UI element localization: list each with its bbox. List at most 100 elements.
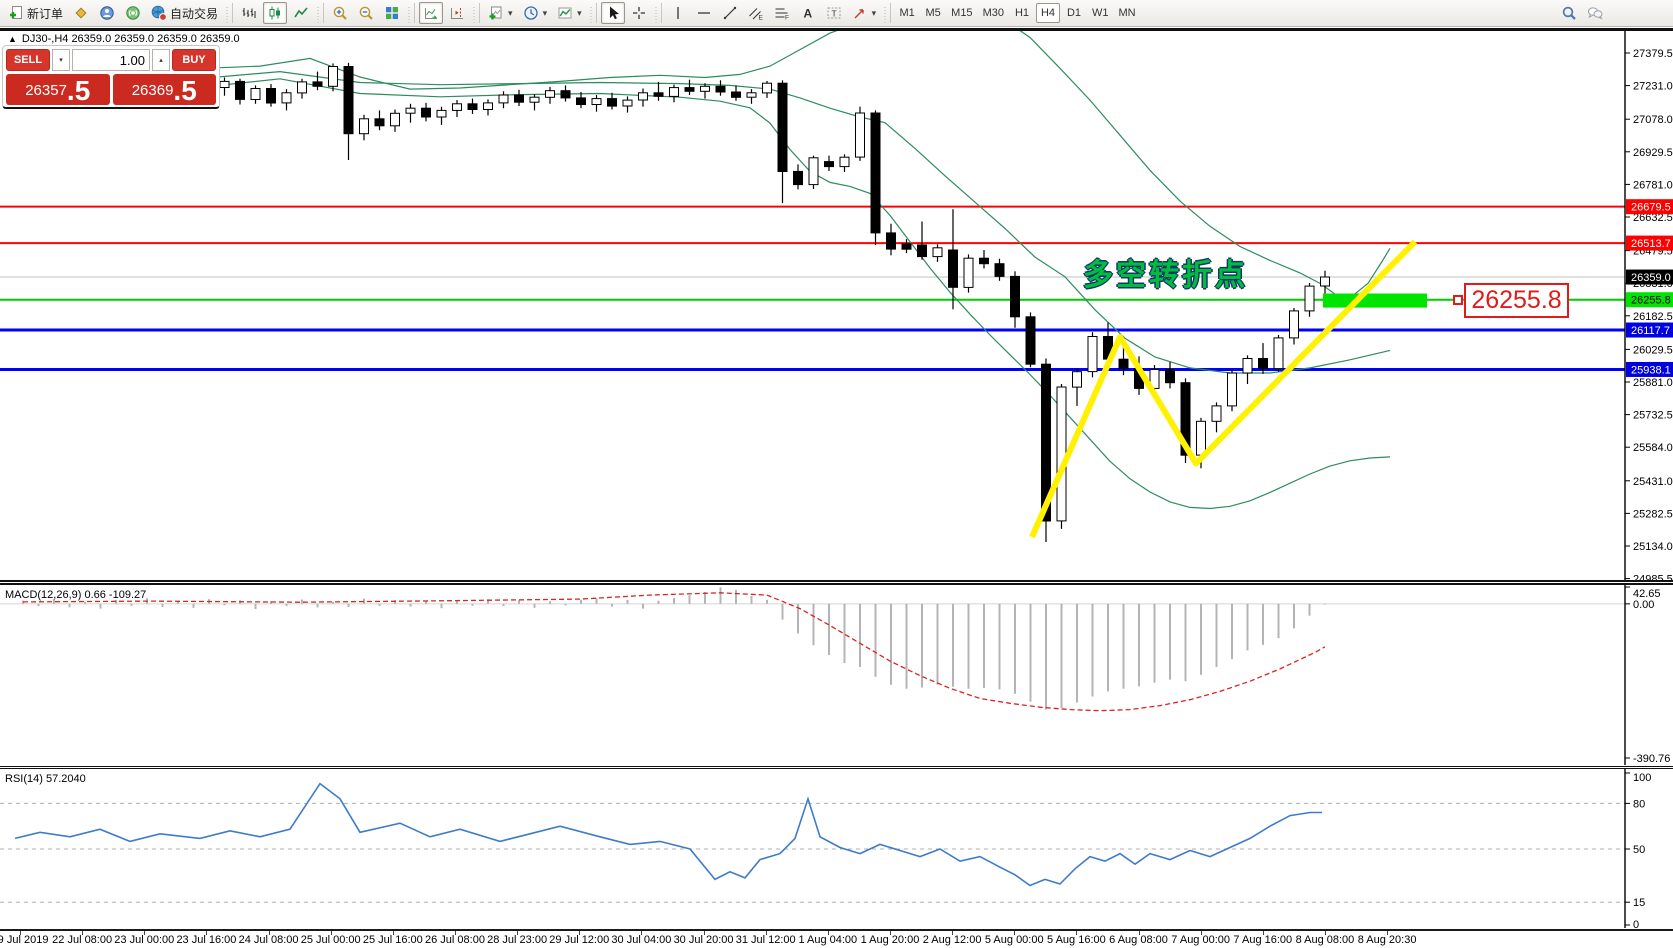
equidistant-channel-button[interactable]: E [744,2,768,24]
time-tick-label: 8 Aug 20:30 [1357,934,1417,946]
panel-divider[interactable] [0,765,1673,767]
vertical-line-button[interactable] [666,2,690,24]
toolbar-separator [316,3,325,23]
callout-anchor-handle[interactable] [1453,295,1463,305]
toolbar-separator [883,3,892,23]
sell-price-frac: .5 [66,75,91,106]
text-label-button[interactable]: T [822,2,846,24]
time-tick [1076,931,1078,935]
auto-trading-icon [151,5,167,21]
tile-windows-icon [386,7,399,19]
timeframe-m15-button[interactable]: M15 [947,3,976,23]
auto-trading-label: 自动交易 [170,6,219,21]
macd-axis-label: 42.65 [1633,588,1661,600]
panel-divider[interactable] [0,580,1673,582]
buy-price[interactable]: 26369.5 [112,74,216,106]
highlight-rectangle[interactable] [1323,293,1427,308]
search-button[interactable] [1557,2,1581,24]
time-tick-label: 30 Jul 04:00 [611,934,672,946]
collapse-panel-icon[interactable]: ▲ [8,34,17,44]
main-chart[interactable]: 27379.5 27231.0 27078.0 26929.5 26781.0 26632… [0,31,1673,580]
volume-increase-button[interactable]: ▴ [152,49,170,71]
price-badge-label: 26679.5 [1631,202,1671,214]
auto-scroll-button[interactable] [419,2,444,24]
chart-shift-button[interactable] [445,2,469,24]
arrows-button[interactable]: ▾ [848,2,881,24]
line-chart-button[interactable] [289,2,313,24]
sound-alert-button[interactable] [121,2,145,24]
new-chart-button[interactable]: ▾ [484,2,517,24]
horizontal-line-button[interactable] [692,2,716,24]
zoom-out-button[interactable] [354,2,378,24]
new-order-label: 新订单 [27,6,64,21]
dropdown-arrow-icon: ▾ [508,7,513,18]
time-tick [889,931,891,935]
time-tick [454,931,456,935]
buy-button[interactable]: BUY [172,49,216,71]
timeframe-m1-button[interactable]: M1 [895,3,919,23]
volume-input[interactable] [72,49,150,71]
svg-text:E: E [758,15,763,22]
time-tick [1200,931,1202,935]
zoom-in-button[interactable] [328,2,352,24]
panel-divider[interactable] [0,583,1673,585]
price-callout-box[interactable]: 26255.8 [1464,283,1569,318]
auto-trading-button[interactable]: 自动交易 [147,2,222,24]
time-tick-label: 22 Jul 08:00 [52,934,113,946]
dropdown-arrow-icon: ▾ [577,7,582,18]
sell-button[interactable]: SELL [6,49,50,71]
time-tick [517,931,519,935]
macd-indicator-label: MACD(12,26,9) 0.66 -109.27 [5,589,146,601]
chart-object-button[interactable] [69,2,93,24]
crosshair-button[interactable] [627,2,651,24]
timeframe-h1-button[interactable]: H1 [1010,3,1034,23]
panel-divider[interactable] [0,768,1673,770]
bollinger-lower-band [204,78,1391,510]
time-tick-label: 23 Jul 16:00 [176,934,237,946]
market-watch-button[interactable] [95,2,119,24]
price-badge-label: 26117.7 [1631,325,1670,337]
new-order-button[interactable]: 新订单 [4,2,67,24]
zigzag-trendline[interactable] [1029,239,1418,539]
cursor-button[interactable] [600,2,625,24]
candles-series[interactable] [204,54,1330,542]
timeframe-h4-button[interactable]: H4 [1035,3,1060,23]
time-tick [268,931,270,935]
timeframe-d1-button[interactable]: D1 [1062,3,1086,23]
timeframe-mn-button[interactable]: MN [1114,3,1139,23]
timeframe-m30-button[interactable]: M30 [979,3,1008,23]
timeframe-w1-button[interactable]: W1 [1088,3,1113,23]
candles-chart-button[interactable] [263,2,288,24]
price-badge-label: 26255.8 [1631,295,1671,307]
timeframe-m5-button[interactable]: M5 [921,3,945,23]
sell-price[interactable]: 26357.5 [6,74,110,105]
price-tick-label: 25732.5 [1633,410,1673,422]
fibonacci-button[interactable]: F [770,2,794,24]
price-tick-label: 25282.5 [1633,508,1673,520]
market-watch-icon [100,6,114,20]
new-chart-icon [489,6,502,20]
time-tick-label: 25 Jul 00:00 [300,934,361,946]
trendline-button[interactable] [718,2,742,24]
chinese-annotation[interactable]: 多空转折点 [1083,259,1248,292]
price-tick-label: 27078.0 [1633,114,1673,126]
macd-histogram [22,587,1326,710]
volume-decrease-button[interactable]: ▾ [52,49,70,71]
rsi-axis-label: 15 [1633,897,1645,909]
time-tick-label: 8 Aug 08:00 [1295,934,1355,946]
line-chart-icon [294,7,308,18]
indicators-button[interactable]: ▾ [553,2,586,24]
rsi-axis-label: 0 [1633,919,1639,928]
periods-button[interactable]: ▾ [519,2,552,24]
tile-windows-button[interactable] [380,2,404,24]
chat-icon [1587,7,1603,20]
text-button[interactable]: A [796,2,820,24]
chat-button[interactable] [1583,2,1607,24]
rsi-panel[interactable]: 100 0 80 50 15 RSI(14) 57.2040 [0,769,1673,928]
price-tick-label: 24985.5 [1633,574,1673,580]
time-tick [1014,931,1016,935]
buy-price-frac: .5 [173,75,197,106]
macd-panel[interactable]: 42.650.00 -390.76 MACD(12,26,9) 0.66 -109.… [0,585,1673,765]
bars-chart-button[interactable] [237,2,261,24]
